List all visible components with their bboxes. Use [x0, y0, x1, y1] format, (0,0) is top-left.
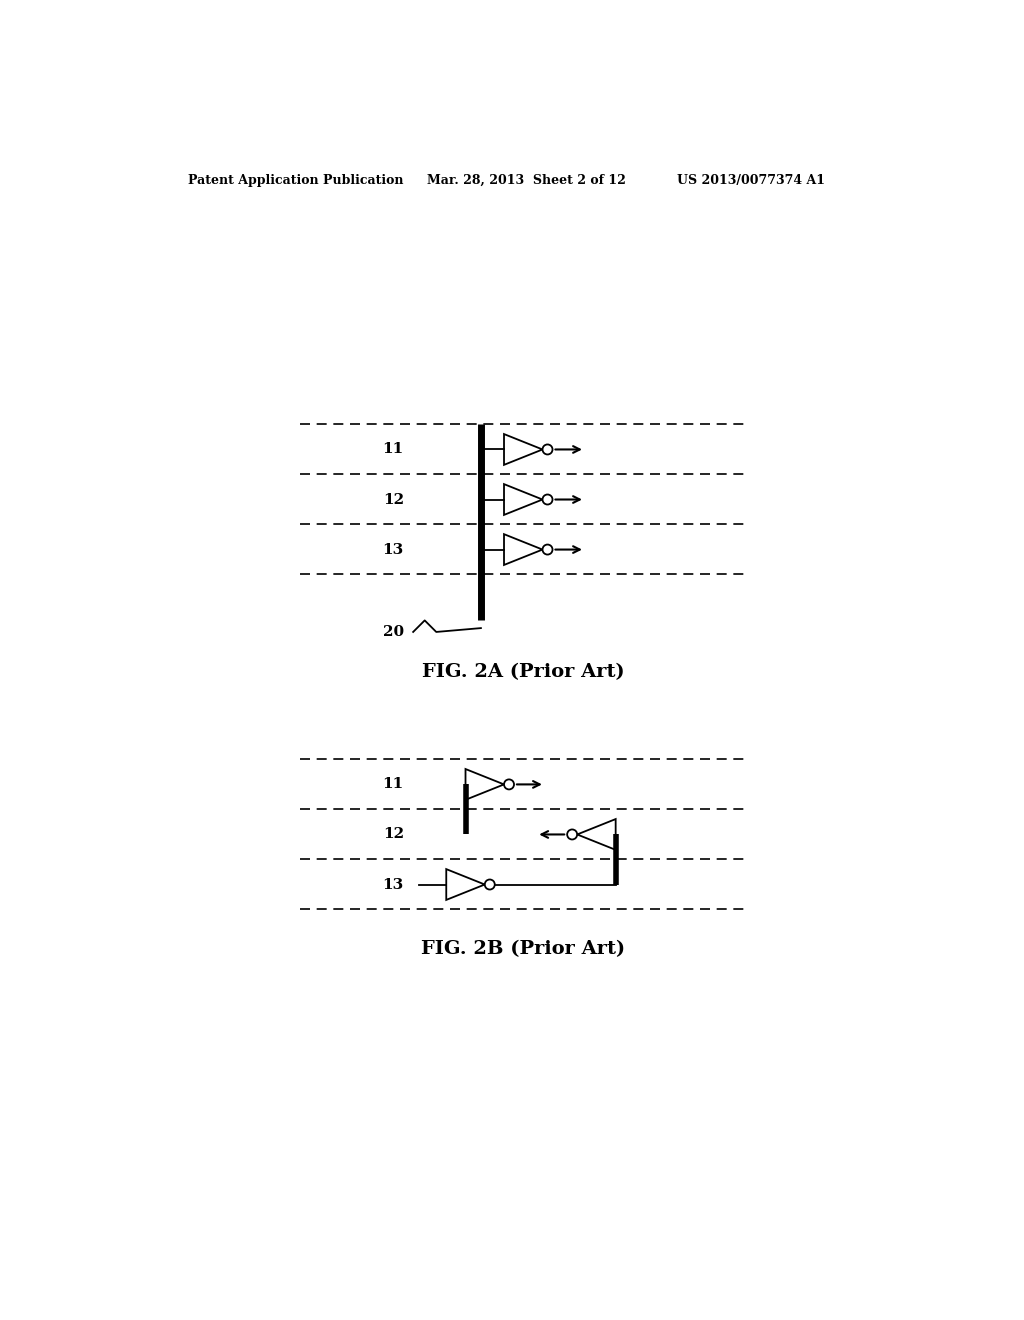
Text: 13: 13 — [383, 543, 403, 557]
Text: 12: 12 — [383, 828, 403, 841]
Text: FIG. 2B (Prior Art): FIG. 2B (Prior Art) — [421, 940, 626, 958]
Text: 13: 13 — [383, 878, 403, 891]
Text: 11: 11 — [383, 777, 403, 792]
Text: US 2013/0077374 A1: US 2013/0077374 A1 — [677, 174, 825, 187]
Text: Patent Application Publication: Patent Application Publication — [188, 174, 403, 187]
Text: 20: 20 — [383, 624, 403, 639]
Text: Mar. 28, 2013  Sheet 2 of 12: Mar. 28, 2013 Sheet 2 of 12 — [427, 174, 626, 187]
Text: FIG. 2A (Prior Art): FIG. 2A (Prior Art) — [422, 663, 625, 681]
Text: 11: 11 — [383, 442, 403, 457]
Text: 12: 12 — [383, 492, 403, 507]
